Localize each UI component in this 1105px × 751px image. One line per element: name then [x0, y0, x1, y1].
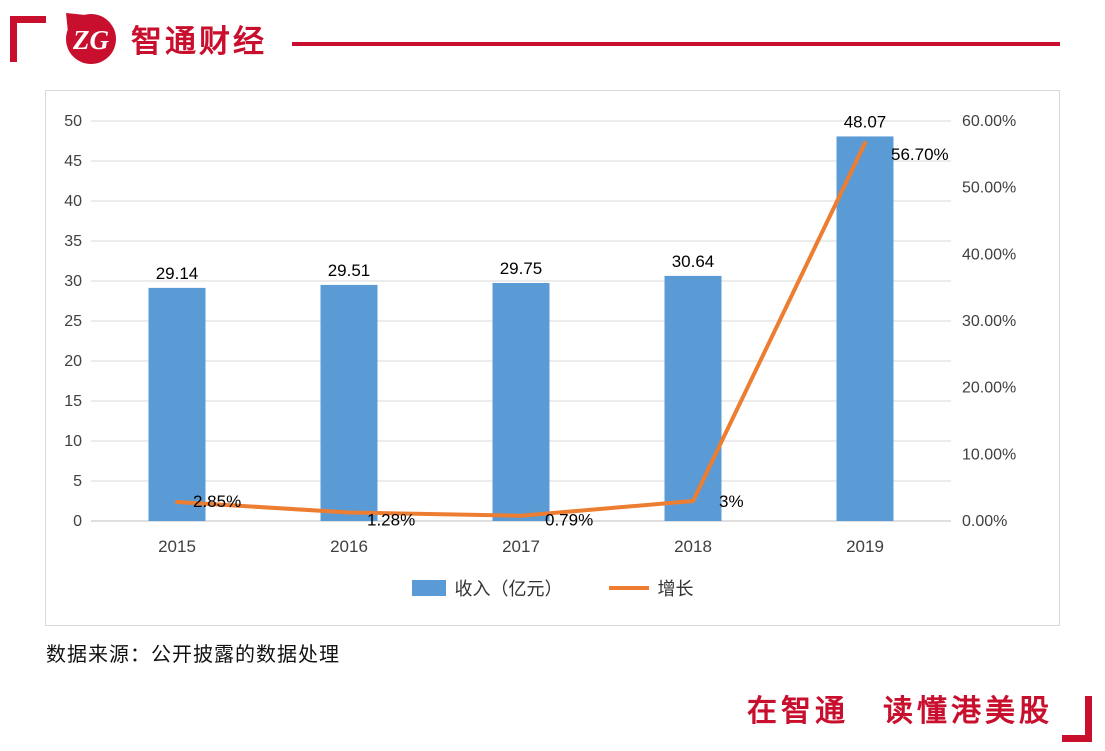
revenue-bar [836, 136, 894, 521]
left-axis-tick: 45 [64, 153, 82, 170]
header-rule [292, 42, 1060, 46]
right-axis-tick: 40.00% [962, 246, 1016, 263]
left-axis-tick: 0 [73, 513, 82, 530]
line-value-label: 0.79% [545, 511, 593, 530]
legend-item-growth: 增长 [608, 575, 694, 601]
legend-revenue-label: 收入（亿元） [454, 579, 563, 599]
line-value-label: 3% [719, 492, 744, 511]
right-axis-tick: 60.00% [962, 113, 1016, 130]
revenue-bar [492, 283, 550, 521]
bar-value-label: 29.51 [328, 261, 371, 280]
left-axis-tick: 25 [64, 313, 82, 330]
legend-line-swatch [608, 586, 649, 590]
slogan: 在智通 读懂港美股 [747, 695, 1053, 728]
left-axis-tick: 15 [64, 393, 82, 410]
data-source-note: 数据来源：公开披露的数据处理 [46, 644, 340, 666]
revenue-growth-chart: 0 5 10 15 20 25 30 35 40 45 50 0.00% 10.00% 20.00% 30.… [64, 112, 1016, 556]
left-axis-tick: 50 [64, 113, 82, 130]
bar-value-label: 30.64 [672, 252, 715, 271]
x-axis-label: 2019 [846, 537, 884, 556]
logo-notch [66, 13, 95, 42]
revenue-bar [148, 287, 206, 521]
line-value-label: 1.28% [367, 510, 415, 529]
line-value-label: 56.70% [891, 145, 949, 164]
right-axis-tick: 30.00% [962, 313, 1016, 330]
x-axis-label: 2015 [158, 537, 196, 556]
chart-legend: 收入（亿元） 增长 [46, 575, 1059, 601]
x-axis-label: 2016 [330, 537, 368, 556]
bar-value-label: 29.75 [500, 259, 543, 278]
x-axis-label: 2017 [502, 537, 540, 556]
right-axis-tick: 50.00% [962, 180, 1016, 197]
legend-growth-label: 增长 [657, 579, 694, 599]
brand-name: 智通财经 [131, 23, 267, 59]
line-value-label: 2.85% [193, 492, 241, 511]
right-axis-tick: 20.00% [962, 380, 1016, 397]
corner-decoration-bottom-right [1062, 696, 1092, 742]
right-axis-tick: 0.00% [962, 513, 1007, 530]
corner-decoration-top-left [10, 16, 46, 62]
left-axis-tick: 30 [64, 273, 82, 290]
header: ZG 智通财经 [64, 11, 267, 65]
logo-monogram: ZG [72, 25, 109, 55]
chart-container: 0 5 10 15 20 25 30 35 40 45 50 0.00% 10.00% 20.00% 30.… [45, 90, 1060, 626]
left-axis-tick: 10 [64, 433, 82, 450]
revenue-bar [664, 275, 722, 521]
right-axis-tick: 10.00% [962, 446, 1016, 463]
legend-bar-swatch [411, 580, 446, 596]
revenue-bar [320, 284, 378, 521]
legend-item-revenue: 收入（亿元） [411, 575, 563, 601]
x-axis-label: 2018 [674, 537, 712, 556]
growth-line [175, 141, 867, 518]
left-axis-tick: 20 [64, 353, 82, 370]
left-axis-tick: 35 [64, 233, 82, 250]
bar-value-label: 48.07 [844, 112, 887, 131]
left-axis-tick: 40 [64, 193, 82, 210]
bar-value-label: 29.14 [156, 264, 199, 283]
zhitong-logo-icon: ZG [66, 13, 116, 64]
left-axis-tick: 5 [73, 473, 82, 490]
